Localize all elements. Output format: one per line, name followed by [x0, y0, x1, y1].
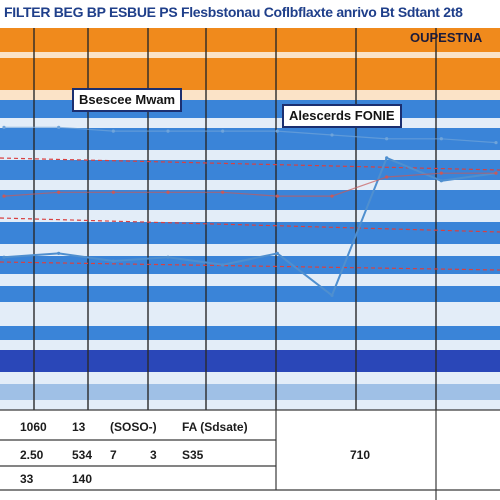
- table-cell: 2.50: [20, 448, 44, 462]
- data-point-series-1: [385, 156, 389, 160]
- data-point-series-3: [275, 129, 279, 133]
- data-point-series-2: [330, 194, 334, 198]
- data-point-series-2: [166, 190, 170, 194]
- reference-line-dashed: [0, 157, 500, 171]
- table-cell: 1060: [20, 420, 47, 434]
- data-point-series-1: [166, 255, 170, 259]
- data-point-series-2: [275, 194, 279, 198]
- data-point-series-3: [111, 129, 115, 133]
- background-band: [0, 210, 500, 222]
- background-band: [0, 302, 500, 326]
- data-point-series-3: [57, 125, 61, 129]
- table-cell: 3: [150, 448, 157, 462]
- background-band: [0, 58, 500, 90]
- reference-line-dashed: [0, 217, 500, 233]
- background-band: [0, 28, 500, 52]
- table-cell: 33: [20, 472, 34, 486]
- data-point-series-1: [2, 255, 6, 259]
- data-point-series-1: [57, 251, 61, 255]
- data-point-series-3: [385, 137, 389, 141]
- data-point-series-2: [2, 194, 6, 198]
- data-point-series-1: [275, 251, 279, 255]
- background-band: [0, 244, 500, 256]
- header-label: OUPESTNA: [410, 30, 483, 45]
- data-point-series-1: [111, 259, 115, 263]
- background-band: [0, 350, 500, 372]
- legend-item-series-1: Bsescee Mwam: [72, 88, 183, 112]
- background-band: [0, 340, 500, 350]
- data-point-series-1: [439, 179, 443, 183]
- chart-title: FILTER BEG BP ESBUE PS Flesbstonau Coflb…: [4, 4, 463, 20]
- background-band: [0, 400, 500, 410]
- series-line-3: [4, 126, 497, 144]
- background-band: [0, 118, 500, 128]
- data-point-series-3: [166, 129, 170, 133]
- data-point-series-2: [221, 190, 225, 194]
- reference-line-dashed: [0, 261, 500, 271]
- table-cell: S35: [182, 448, 204, 462]
- background-band: [0, 180, 500, 190]
- legend-item-series-2: Alescerds FONIE: [282, 104, 402, 128]
- data-point-series-1: [221, 263, 225, 267]
- table-cell: 534: [72, 448, 93, 462]
- background-band: [0, 160, 500, 180]
- background-band: [0, 384, 500, 400]
- background-band: [0, 190, 500, 210]
- background-band: [0, 222, 500, 244]
- data-point-series-3: [221, 129, 225, 133]
- table-cell: 7: [110, 448, 117, 462]
- data-point-series-1: [330, 293, 334, 297]
- data-point-series-2: [111, 190, 115, 194]
- data-point-series-3: [494, 141, 498, 145]
- background-band: [0, 274, 500, 286]
- background-band: [0, 90, 500, 100]
- background-band: [0, 150, 500, 160]
- table-background: [0, 410, 500, 500]
- table-cell: 710: [350, 448, 371, 462]
- table-cell: 13: [72, 420, 86, 434]
- background-band: [0, 128, 500, 150]
- background-band: [0, 326, 500, 340]
- data-point-series-3: [439, 137, 443, 141]
- table-cell: FA (Sdsate): [182, 420, 248, 434]
- data-point-series-2: [57, 190, 61, 194]
- table-cell: 140: [72, 472, 93, 486]
- background-band: [0, 286, 500, 302]
- data-point-series-2: [494, 171, 498, 175]
- background-band: [0, 372, 500, 384]
- series-line-1: [3, 156, 497, 297]
- data-point-series-3: [330, 133, 334, 137]
- series-line-2: [3, 172, 496, 197]
- data-point-series-3: [2, 125, 6, 129]
- data-point-series-2: [439, 171, 443, 175]
- background-band: [0, 52, 500, 58]
- table-cell: (SOSO-): [110, 420, 157, 434]
- data-point-series-2: [385, 175, 389, 179]
